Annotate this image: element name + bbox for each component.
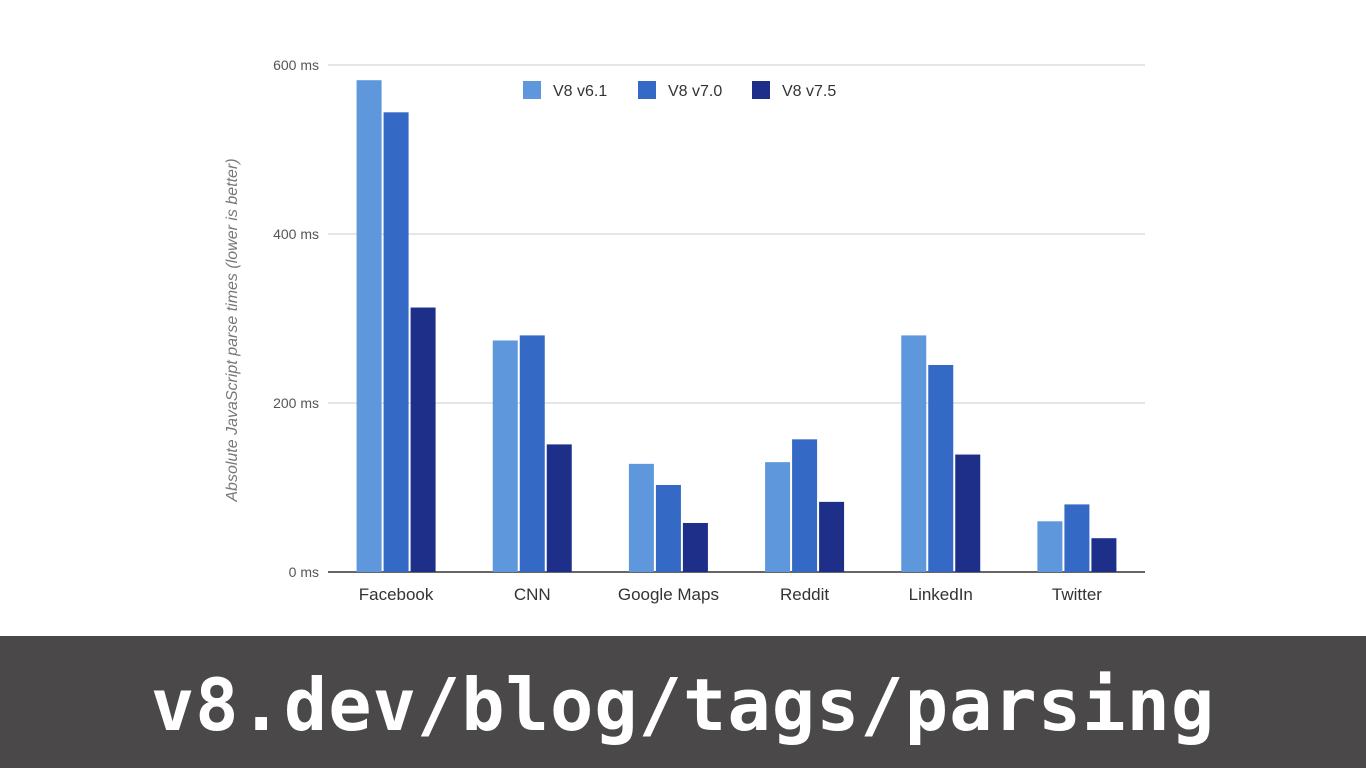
legend-swatch: [752, 81, 770, 99]
y-tick-label: 400 ms: [273, 226, 319, 242]
x-category-label: LinkedIn: [909, 585, 973, 604]
bar-chart: 0 ms 200 ms 400 ms 600 ms Facebook CNN Google…: [224, 57, 1145, 604]
bars: [356, 80, 1117, 573]
bar-linkedin-v8-v7-0: [928, 364, 954, 572]
legend-label: V8 v7.0: [668, 83, 722, 100]
legend: V8 v6.1 V8 v7.0 V8 v7.5: [523, 81, 836, 100]
legend-swatch: [638, 81, 656, 99]
legend-label: V8 v7.5: [782, 83, 836, 100]
y-tick-label: 600 ms: [273, 57, 319, 73]
legend-swatch: [523, 81, 541, 99]
y-axis-ticks: 0 ms 200 ms 400 ms 600 ms: [273, 57, 319, 580]
chart-slide: 0 ms 200 ms 400 ms 600 ms Facebook CNN Google…: [224, 57, 1145, 604]
footer-banner: v8.dev/blog/tags/parsing: [0, 636, 1366, 768]
y-tick-label: 0 ms: [289, 564, 319, 580]
bar-reddit-v8-v7-5: [819, 501, 845, 572]
y-tick-label: 200 ms: [273, 395, 319, 411]
x-category-label: Twitter: [1052, 585, 1102, 604]
bar-facebook-v8-v7-0: [383, 112, 409, 572]
bar-twitter-v8-v7-5: [1091, 538, 1117, 572]
bar-twitter-v8-v6-1: [1037, 521, 1063, 572]
x-category-label: CNN: [514, 585, 551, 604]
x-axis-labels: Facebook CNN Google Maps Reddit LinkedIn Twit…: [359, 585, 1103, 604]
y-axis-label: Absolute JavaScript parse times (lower i…: [224, 158, 241, 502]
bar-google-maps-v8-v7-0: [655, 484, 681, 572]
bar-reddit-v8-v6-1: [765, 462, 791, 572]
footer-url: v8.dev/blog/tags/parsing: [150, 663, 1216, 747]
bar-google-maps-v8-v6-1: [628, 463, 654, 572]
bar-cnn-v8-v7-5: [546, 444, 572, 572]
bar-linkedin-v8-v6-1: [901, 335, 927, 572]
x-category-label: Reddit: [780, 585, 829, 604]
bar-google-maps-v8-v7-5: [682, 522, 708, 572]
x-category-label: Google Maps: [618, 585, 719, 604]
bar-linkedin-v8-v7-5: [955, 454, 981, 572]
gridlines: [328, 64, 1145, 573]
bar-cnn-v8-v7-0: [519, 335, 545, 572]
bar-cnn-v8-v6-1: [492, 340, 518, 572]
bar-twitter-v8-v7-0: [1064, 504, 1090, 572]
x-category-label: Facebook: [359, 585, 434, 604]
bar-reddit-v8-v7-0: [792, 439, 818, 572]
bar-facebook-v8-v7-5: [410, 307, 436, 572]
bar-facebook-v8-v6-1: [356, 80, 382, 573]
legend-label: V8 v6.1: [553, 83, 607, 100]
